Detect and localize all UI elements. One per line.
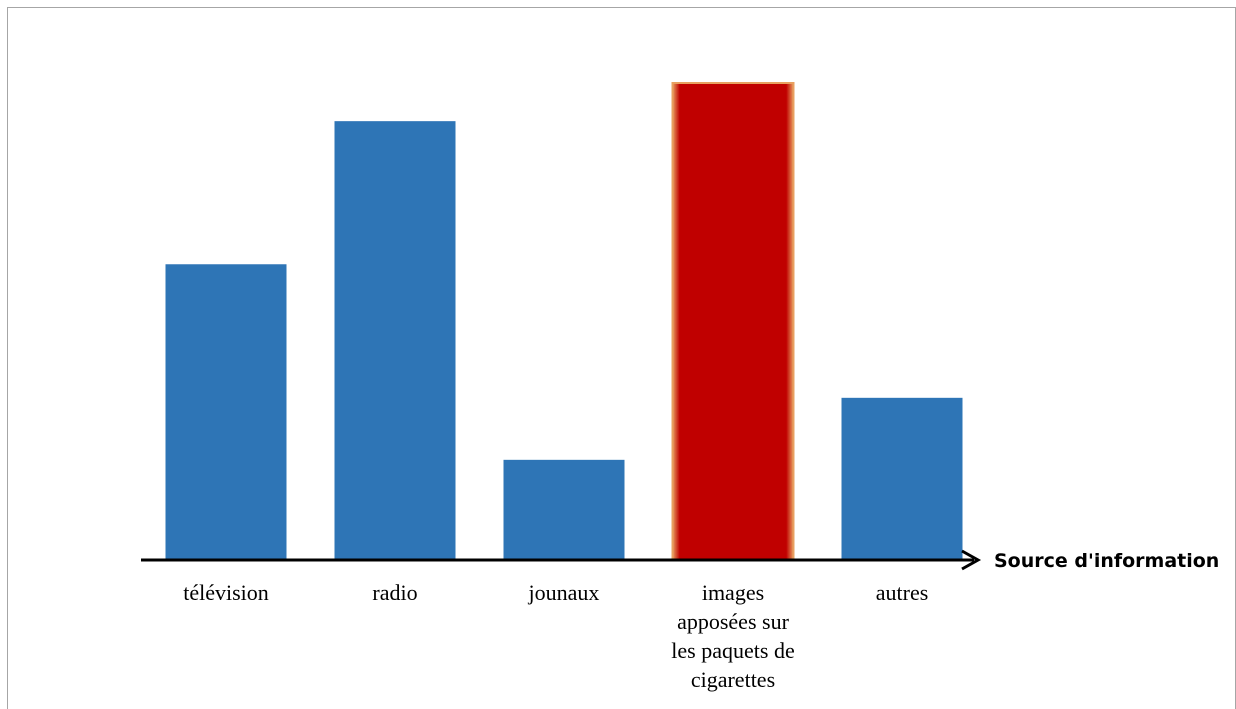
bars-group [165, 82, 963, 561]
bar-3 [671, 82, 795, 561]
category-label-line: radio [372, 580, 417, 605]
category-label-line: télévision [183, 580, 269, 605]
category-label-4: autres [876, 580, 929, 605]
x-axis-arrowhead [961, 549, 982, 571]
bar-4 [841, 397, 963, 560]
bar-1 [334, 121, 456, 560]
category-label-line: les paquets de [671, 638, 794, 663]
category-label-1: radio [372, 580, 417, 605]
category-label-0: télévision [183, 580, 269, 605]
category-label-line: jounaux [528, 580, 600, 605]
category-label-line: apposées sur [677, 609, 789, 634]
bar-2 [503, 459, 625, 560]
category-label-3: images apposées sur les paquets de cigarett… [671, 580, 794, 692]
x-axis-title: Source d'information [994, 550, 1219, 572]
category-label-line: autres [876, 580, 929, 605]
category-label-2: jounaux [528, 580, 600, 605]
category-label-line: cigarettes [691, 667, 775, 692]
category-labels: télévision radio jounaux images apposées sur… [183, 580, 928, 692]
bar-0 [165, 264, 287, 560]
category-label-line: images [702, 580, 764, 605]
